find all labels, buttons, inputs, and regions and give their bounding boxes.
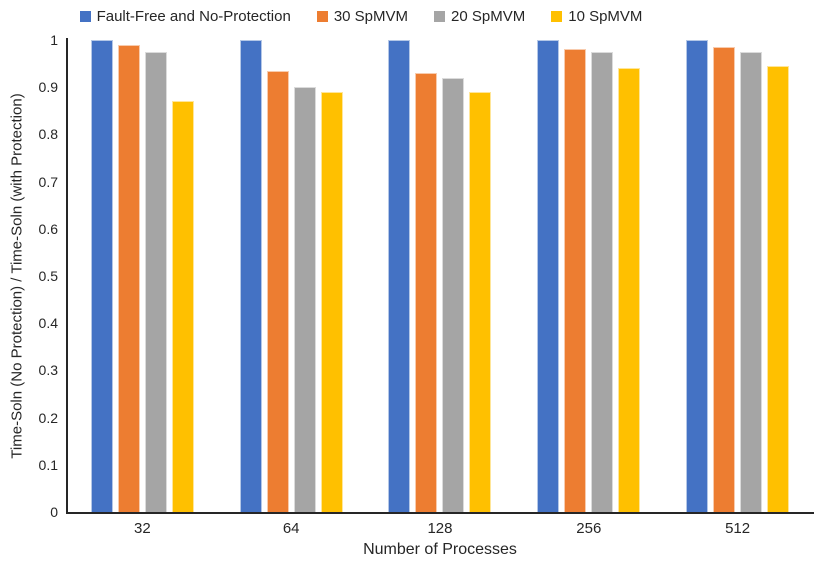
legend-item-series-2: 20 SpMVM <box>434 8 525 25</box>
y-tick-label: 0.8 <box>38 126 58 143</box>
y-tick-label: 0.1 <box>38 456 58 473</box>
y-tick-label: 1 <box>50 32 58 48</box>
bar-fault-free-and-no-protection-64 <box>239 40 262 512</box>
legend-swatch-icon <box>316 11 328 22</box>
legend-label: 30 SpMVM <box>333 8 409 25</box>
x-axis-line <box>66 512 814 514</box>
bar-group-512 <box>663 40 812 512</box>
bar-20-spmvm-32 <box>144 51 167 512</box>
bar-10-spmvm-512 <box>767 65 790 512</box>
bar-fault-free-and-no-protection-32 <box>90 40 113 512</box>
x-tick-label: 32 <box>134 520 151 537</box>
bar-30-spmvm-128 <box>415 73 438 512</box>
y-tick-label: 0.2 <box>38 409 58 426</box>
bar-30-spmvm-64 <box>266 70 289 512</box>
bar-fault-free-and-no-protection-256 <box>537 40 560 512</box>
bar-10-spmvm-64 <box>320 91 343 512</box>
legend-swatch-icon <box>434 11 446 22</box>
legend-label: 10 SpMVM <box>568 8 643 25</box>
x-axis-title: Number of Processes <box>363 541 517 558</box>
bar-fault-free-and-no-protection-512 <box>686 40 709 512</box>
bar-group-64 <box>217 40 366 512</box>
bar-fault-free-and-no-protection-128 <box>388 40 411 512</box>
bar-group-32 <box>68 40 217 512</box>
bar-30-spmvm-256 <box>564 49 587 512</box>
bar-10-spmvm-128 <box>469 91 492 512</box>
y-axis-line <box>66 38 68 514</box>
legend-swatch-icon <box>551 11 563 22</box>
x-axis-tick-labels: 32 64 128 256 512 <box>68 520 812 537</box>
chart-legend: Fault-Free and No-Protection 30 SpMVM 20 S… <box>0 8 776 25</box>
bar-30-spmvm-32 <box>117 44 140 512</box>
legend-swatch-icon <box>79 11 91 22</box>
bar-30-spmvm-512 <box>713 47 736 512</box>
bar-10-spmvm-256 <box>618 68 641 512</box>
legend-item-series-1: 30 SpMVM <box>316 8 409 25</box>
y-tick-label: 0.4 <box>38 315 58 332</box>
bar-group-256 <box>514 40 663 512</box>
x-tick-label: 64 <box>282 520 300 537</box>
y-tick-label: 0 <box>50 504 58 520</box>
y-tick-label: 0.7 <box>38 173 58 190</box>
plot-area <box>68 40 812 512</box>
y-tick-label: 0.3 <box>38 362 58 379</box>
x-tick-label: 256 <box>576 520 602 537</box>
bar-10-spmvm-32 <box>171 101 194 512</box>
y-tick-label: 0.5 <box>38 268 58 284</box>
y-tick-label: 0.6 <box>38 220 58 237</box>
x-tick-label: 512 <box>725 520 751 537</box>
y-tick-label: 0.9 <box>38 79 58 96</box>
legend-label: Fault-Free and No-Protection <box>96 8 291 25</box>
bar-20-spmvm-512 <box>740 51 763 512</box>
bar-group-128 <box>366 40 515 512</box>
bar-20-spmvm-64 <box>293 87 316 512</box>
legend-label: 20 SpMVM <box>451 8 526 25</box>
bar-20-spmvm-256 <box>591 51 614 512</box>
bar-20-spmvm-128 <box>442 77 465 512</box>
legend-item-series-0: Fault-Free and No-Protection <box>79 8 291 25</box>
legend-item-series-3: 10 SpMVM <box>551 8 642 25</box>
x-tick-label: 128 <box>427 520 453 537</box>
